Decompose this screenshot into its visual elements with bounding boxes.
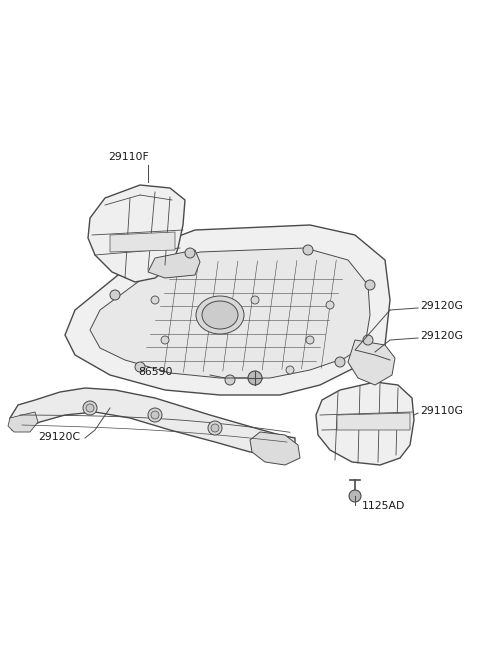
Circle shape bbox=[286, 366, 294, 374]
Text: 29120G: 29120G bbox=[420, 331, 463, 341]
Polygon shape bbox=[148, 250, 200, 278]
Circle shape bbox=[208, 421, 222, 435]
Circle shape bbox=[335, 357, 345, 367]
Polygon shape bbox=[10, 388, 295, 455]
Ellipse shape bbox=[202, 301, 238, 329]
Circle shape bbox=[363, 335, 373, 345]
Polygon shape bbox=[348, 340, 395, 385]
Circle shape bbox=[211, 424, 219, 432]
Text: 29120C: 29120C bbox=[38, 432, 80, 442]
Circle shape bbox=[151, 411, 159, 419]
Polygon shape bbox=[8, 412, 38, 432]
Polygon shape bbox=[88, 185, 185, 282]
Text: 29110G: 29110G bbox=[420, 406, 463, 416]
Polygon shape bbox=[110, 232, 175, 252]
Circle shape bbox=[349, 490, 361, 502]
Circle shape bbox=[248, 371, 262, 385]
Polygon shape bbox=[316, 382, 414, 465]
Polygon shape bbox=[90, 248, 370, 378]
Circle shape bbox=[135, 362, 145, 372]
Polygon shape bbox=[65, 225, 390, 395]
Circle shape bbox=[161, 336, 169, 344]
Circle shape bbox=[306, 336, 314, 344]
Text: 29120G: 29120G bbox=[420, 301, 463, 311]
Polygon shape bbox=[250, 432, 300, 465]
Circle shape bbox=[110, 290, 120, 300]
Circle shape bbox=[303, 245, 313, 255]
Polygon shape bbox=[337, 413, 410, 430]
Circle shape bbox=[326, 301, 334, 309]
Circle shape bbox=[151, 296, 159, 304]
Circle shape bbox=[225, 375, 235, 385]
Text: 29110F: 29110F bbox=[108, 152, 149, 162]
Circle shape bbox=[83, 401, 97, 415]
Circle shape bbox=[365, 280, 375, 290]
Circle shape bbox=[86, 404, 94, 412]
Circle shape bbox=[148, 408, 162, 422]
Text: 86590: 86590 bbox=[138, 367, 172, 377]
Text: 1125AD: 1125AD bbox=[362, 501, 406, 511]
Ellipse shape bbox=[196, 296, 244, 334]
Circle shape bbox=[185, 248, 195, 258]
Circle shape bbox=[251, 296, 259, 304]
